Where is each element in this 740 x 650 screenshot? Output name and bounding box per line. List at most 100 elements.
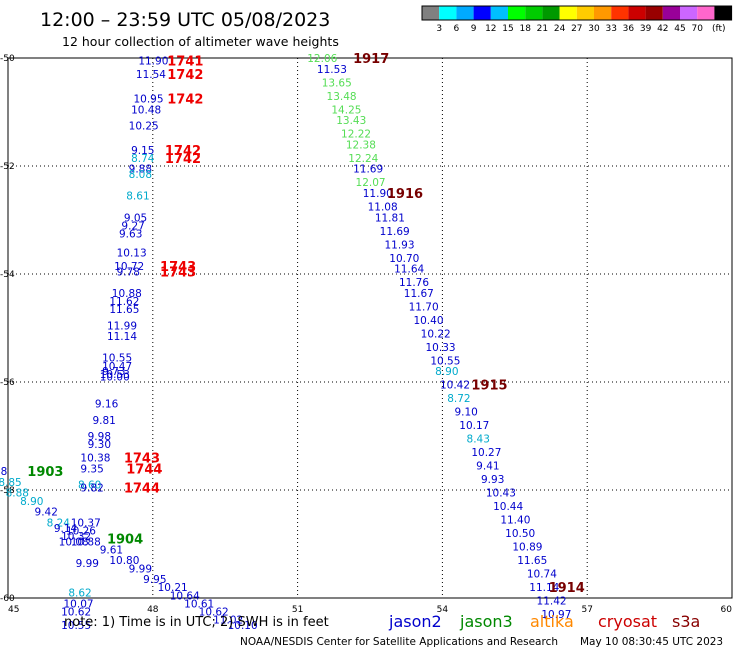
scale-swatch xyxy=(662,6,680,20)
swh-label: 9.15 xyxy=(131,145,154,157)
swh-label: 8.62 xyxy=(68,588,91,600)
x-tick-label: 57 xyxy=(581,605,592,615)
swh-label: 10.61 xyxy=(184,598,214,610)
swh-label: 10.70 xyxy=(389,253,419,265)
y-tick-label: -54 xyxy=(0,270,15,280)
swh-label: 10.55 xyxy=(61,620,91,632)
swh-label: 8.24 xyxy=(47,517,71,529)
time-label: 1903 xyxy=(27,465,63,480)
swh-label: 10.07 xyxy=(64,598,94,610)
scale-tick-label: 33 xyxy=(605,24,616,34)
swh-label: 10.33 xyxy=(426,342,456,354)
swh-label: 9.93 xyxy=(481,474,504,486)
swh-label: 10.32 xyxy=(61,531,91,543)
swh-label: 9.99 xyxy=(129,563,152,575)
swh-label: 10.40 xyxy=(413,315,443,327)
swh-label: 11.69 xyxy=(353,164,383,176)
plot-frame xyxy=(7,57,733,599)
scale-swatch xyxy=(542,6,560,20)
x-tick-label: 45 xyxy=(8,605,19,615)
scale-swatch xyxy=(439,6,457,20)
y-tick-label: -60 xyxy=(0,594,15,604)
swh-label: 10.22 xyxy=(421,328,451,340)
swh-label: 8.85 xyxy=(0,477,22,489)
time-label: 1742 xyxy=(167,68,203,83)
swh-label: 11.70 xyxy=(409,301,439,313)
time-label: 1904 xyxy=(107,533,143,548)
swh-label: 8.90 xyxy=(20,496,43,508)
swh-label: 10.55 xyxy=(430,355,460,367)
x-tick-label: 48 xyxy=(147,605,159,615)
time-label: 1743 xyxy=(160,265,196,280)
swh-label: 11.90 xyxy=(138,56,168,68)
swh-label: 10.38 xyxy=(80,453,110,465)
swh-label: 10.50 xyxy=(505,528,535,540)
time-label: 1743 xyxy=(124,452,160,467)
swh-label: 9.14 xyxy=(54,523,78,535)
swh-label: 9.88 xyxy=(129,164,152,176)
swh-label: 9.10 xyxy=(454,407,477,419)
swh-label: 10.72 xyxy=(114,261,144,273)
swh-label: 9.16 xyxy=(95,399,119,411)
swh-label: 10.21 xyxy=(158,582,188,594)
time-label: 1915 xyxy=(471,379,507,394)
swh-label: 10.25 xyxy=(129,121,159,133)
swh-label: 10.62 xyxy=(199,607,229,619)
satellite-legend-item: jason2 xyxy=(388,612,442,631)
footer-note: note: 1) Time is in UTC; 2) SWH is in fe… xyxy=(64,615,329,630)
swh-label: 8.90 xyxy=(435,366,458,378)
swh-label: 11.69 xyxy=(380,226,410,238)
swh-label: 10.74 xyxy=(527,569,557,581)
swh-label: 11.62 xyxy=(109,296,139,308)
swh-label: 11.99 xyxy=(107,320,137,332)
swh-label: 10.89 xyxy=(512,542,542,554)
scale-swatch xyxy=(594,6,612,20)
swh-label: 11.54 xyxy=(136,69,166,81)
scale-tick-label: 36 xyxy=(623,24,635,34)
scale-swatch xyxy=(697,6,715,20)
x-tick-label: 54 xyxy=(437,605,449,615)
swh-label: 8.74 xyxy=(131,153,155,165)
satellite-legend-item: s3a xyxy=(672,612,700,631)
scale-swatch xyxy=(490,6,508,20)
scale-swatch xyxy=(611,6,629,20)
swh-label: 10.13 xyxy=(117,247,147,259)
swh-label: 10.42 xyxy=(440,380,470,392)
scale-tick-label: 30 xyxy=(588,24,600,34)
scale-swatch xyxy=(645,6,663,20)
scale-tick-label: 12 xyxy=(485,24,496,34)
scale-tick-label: 15 xyxy=(502,24,513,34)
swh-label: 9.99 xyxy=(76,558,99,570)
swh-label: 11.42 xyxy=(537,596,567,608)
swh-label: 11.90 xyxy=(363,188,393,200)
swh-label: 9.82 xyxy=(80,482,103,494)
swh-label: 10.47 xyxy=(102,361,132,373)
scale-swatch xyxy=(628,6,646,20)
scale-tick-label: 3 xyxy=(436,24,442,34)
swh-label: 8.60 xyxy=(78,480,101,492)
swh-label: 12.06 xyxy=(307,53,337,65)
swh-label: 10.26 xyxy=(66,526,96,538)
swh-label: 9.78 xyxy=(117,266,140,278)
swh-label: 10.27 xyxy=(471,447,501,459)
scale-swatch xyxy=(473,6,491,20)
swh-label: 10.10 xyxy=(228,620,258,632)
swh-label: 10.44 xyxy=(493,501,523,513)
time-label: 1743 xyxy=(160,260,196,275)
swh-label: 11.65 xyxy=(109,304,139,316)
scale-tick-label: 21 xyxy=(537,24,548,34)
time-label: 1741 xyxy=(167,55,203,70)
scale-tick-label: 18 xyxy=(519,24,531,34)
swh-label: 9.63 xyxy=(119,229,142,241)
swh-label: 11.76 xyxy=(399,277,429,289)
swh-label: 9.35 xyxy=(80,463,103,475)
swh-label: 9.81 xyxy=(92,415,115,427)
footer-credit: NOAA/NESDIS Center for Satellite Applica… xyxy=(240,636,558,648)
scale-swatch xyxy=(456,6,474,20)
swh-label: 12.07 xyxy=(356,177,386,189)
swh-label: 10.97 xyxy=(541,609,571,621)
swh-label: 8.88 xyxy=(6,488,29,500)
swh-label: 9.98 xyxy=(88,431,111,443)
swh-label: 10.08 xyxy=(59,536,89,548)
y-tick-label: -56 xyxy=(0,378,15,388)
